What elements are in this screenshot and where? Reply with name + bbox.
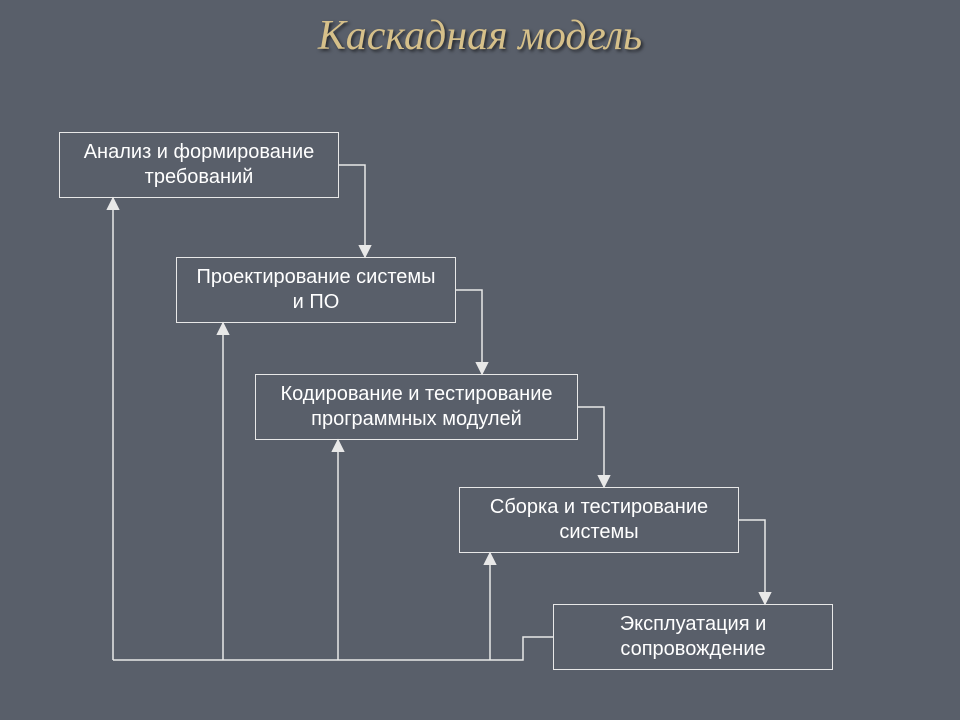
flow-node-n2: Проектирование системы и ПО xyxy=(176,257,456,323)
edge-forward-n4-n5 xyxy=(739,520,765,604)
slide: Каскадная модель Анализ и формирование т… xyxy=(0,0,960,720)
page-title: Каскадная модель xyxy=(0,12,960,60)
flow-node-n1: Анализ и формирование требований xyxy=(59,132,339,198)
edge-forward-n1-n2 xyxy=(339,165,365,257)
edge-forward-n3-n4 xyxy=(578,407,604,487)
edge-feedback-bus xyxy=(113,637,553,660)
edge-forward-n2-n3 xyxy=(456,290,482,374)
flow-node-n4: Сборка и тестирование системы xyxy=(459,487,739,553)
flow-node-n3: Кодирование и тестирование программных м… xyxy=(255,374,578,440)
flow-node-n5: Эксплуатация и сопровождение xyxy=(553,604,833,670)
